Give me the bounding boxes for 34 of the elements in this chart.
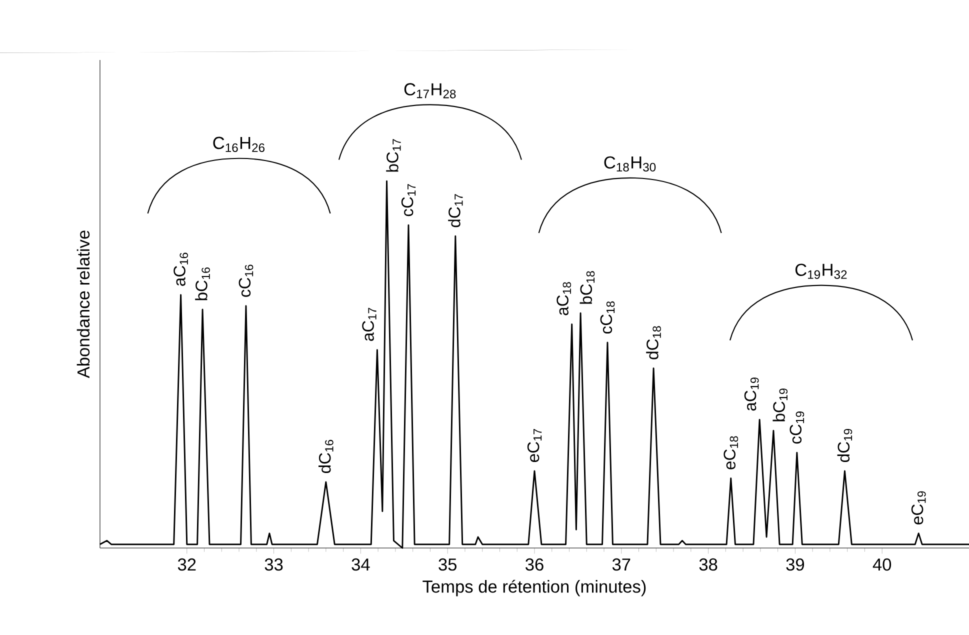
annotation: cC$_{16}$ [238,264,254,297]
annotation: dC$_{19}$ [837,428,852,462]
annotation: bC$_{17}$ [386,139,401,172]
x-tick-label: 37 [612,558,630,571]
annotation: cC$_{17}$ [401,184,416,216]
annotation: bC$_{18}$ [580,271,595,304]
x-tick-label: 39 [786,558,804,571]
x-tick-label: 33 [264,558,283,571]
x-tick-label: 32 [178,558,196,571]
annotation: cC$_{18}$ [600,301,615,334]
text: C$_{17}$H$_{28}$ [404,83,456,98]
annotation: eC$_{19}$ [911,491,926,524]
annotation: aC$_{18}$ [556,282,572,316]
x-tick-label: 35 [438,558,456,571]
text: C$_{16}$H$_{26}$ [213,136,264,152]
x-tick-label: 38 [699,558,718,571]
x-axis-title: Temps de rétention (minutes) [422,580,646,596]
annotation: dC$_{16}$ [318,440,334,473]
annotation: cC$_{19}$ [790,412,804,444]
annotation: dC$_{17}$ [448,194,463,228]
x-tick-label: 34 [352,558,370,571]
annotation: eC$_{17}$ [527,428,542,462]
annotation: bC$_{19}$ [772,388,788,422]
annotation: aC$_{16}$ [174,252,188,286]
annotation: aC$_{19}$ [744,378,759,411]
x-tick-label: 36 [526,558,544,571]
x-tick-label: 40 [872,558,892,571]
annotation: aC$_{17}$ [362,308,376,341]
text: C$_{18}$H$_{30}$ [604,156,656,172]
annotation: dC$_{18}$ [646,326,661,360]
y-axis-title: Abondance relative [76,230,90,378]
annotation: C$_{19}$H$_{32}$ [795,264,847,279]
annotation: eC$_{18}$ [724,436,738,470]
annotation: bC$_{16}$ [195,267,210,300]
